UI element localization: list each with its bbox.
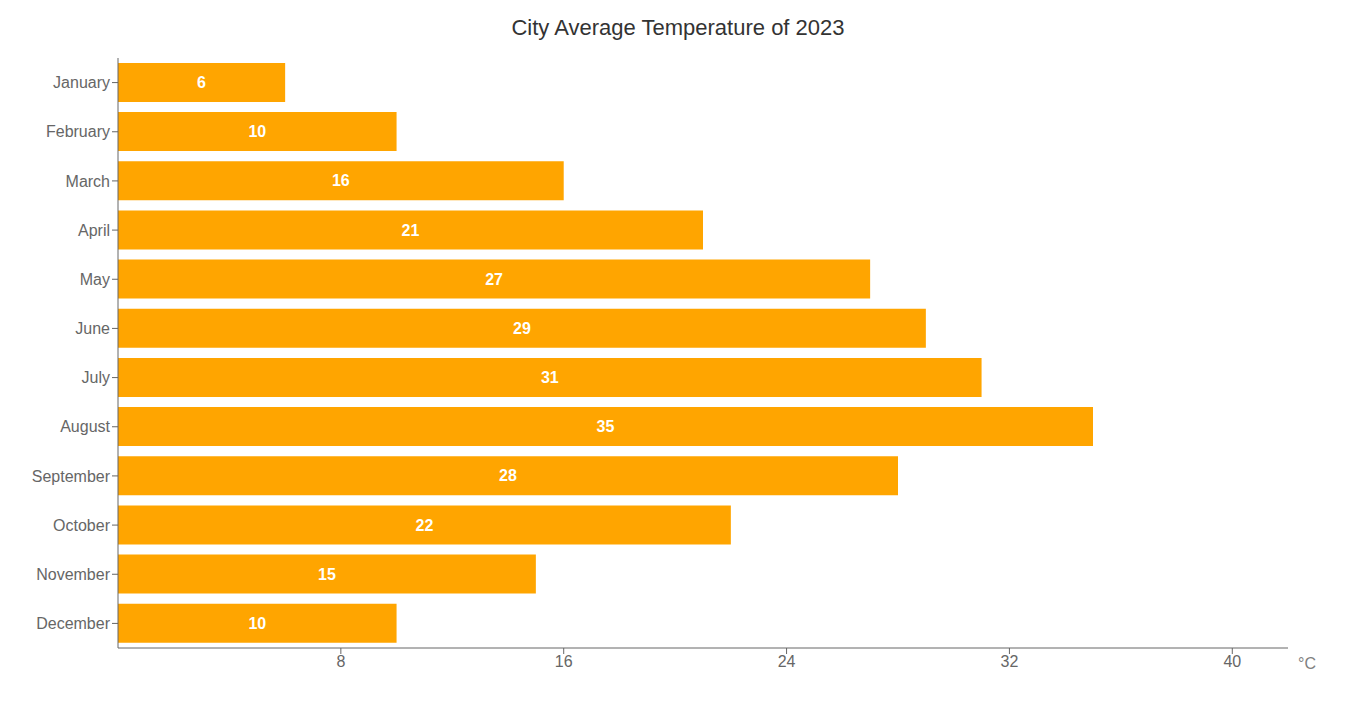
- svg-text:32: 32: [1001, 653, 1019, 670]
- svg-text:May: May: [80, 271, 110, 288]
- svg-text:October: October: [53, 517, 111, 534]
- svg-text:September: September: [32, 468, 111, 485]
- svg-text:July: July: [82, 369, 110, 386]
- svg-text:21: 21: [402, 222, 420, 239]
- svg-text:27: 27: [485, 271, 503, 288]
- svg-text:15: 15: [318, 566, 336, 583]
- svg-text:28: 28: [499, 467, 517, 484]
- svg-text:35: 35: [597, 418, 615, 435]
- svg-text:16: 16: [555, 653, 573, 670]
- svg-text:10: 10: [248, 123, 266, 140]
- svg-text:November: November: [36, 566, 110, 583]
- svg-text:22: 22: [416, 517, 434, 534]
- svg-text:April: April: [78, 222, 110, 239]
- svg-text:40: 40: [1223, 653, 1241, 670]
- svg-text:24: 24: [778, 653, 796, 670]
- svg-text:8: 8: [336, 653, 345, 670]
- svg-text:10: 10: [248, 615, 266, 632]
- svg-text:August: August: [60, 418, 110, 435]
- svg-text:31: 31: [541, 369, 559, 386]
- svg-text:January: January: [53, 74, 110, 91]
- svg-text:February: February: [46, 123, 110, 140]
- svg-text:29: 29: [513, 320, 531, 337]
- svg-text:°C: °C: [1298, 655, 1316, 672]
- svg-text:December: December: [36, 615, 110, 632]
- html-text:City Average Temperature of 20: City Average Temperature of 2023: [511, 15, 845, 40]
- svg-text:16: 16: [332, 172, 350, 189]
- svg-text:June: June: [75, 320, 110, 337]
- svg-text:March: March: [66, 173, 110, 190]
- svg-text:6: 6: [197, 74, 206, 91]
